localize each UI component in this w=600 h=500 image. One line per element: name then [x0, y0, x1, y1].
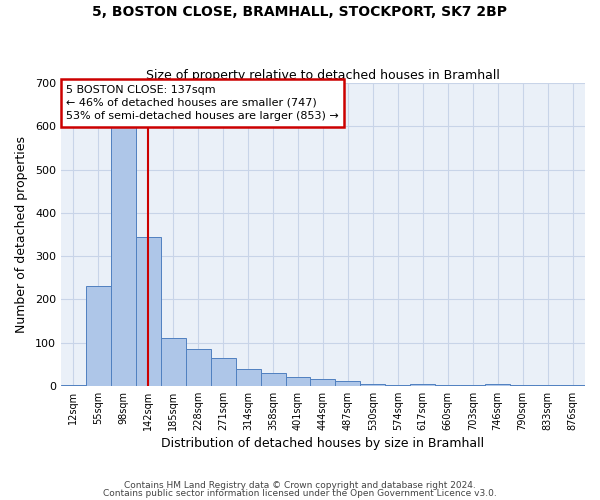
Bar: [286, 377, 310, 386]
Y-axis label: Number of detached properties: Number of detached properties: [15, 136, 28, 333]
Bar: [410, 384, 435, 386]
Bar: [61, 384, 86, 386]
Bar: [361, 384, 385, 386]
Bar: [211, 358, 236, 386]
Bar: [136, 236, 161, 386]
Bar: [260, 373, 286, 386]
Bar: [310, 380, 335, 386]
Bar: [161, 338, 186, 386]
Text: Contains public sector information licensed under the Open Government Licence v3: Contains public sector information licen…: [103, 488, 497, 498]
X-axis label: Distribution of detached houses by size in Bramhall: Distribution of detached houses by size …: [161, 437, 485, 450]
Bar: [86, 286, 111, 386]
Text: 5 BOSTON CLOSE: 137sqm
← 46% of detached houses are smaller (747)
53% of semi-de: 5 BOSTON CLOSE: 137sqm ← 46% of detached…: [66, 84, 339, 121]
Title: Size of property relative to detached houses in Bramhall: Size of property relative to detached ho…: [146, 69, 500, 82]
Bar: [236, 368, 260, 386]
Text: Contains HM Land Registry data © Crown copyright and database right 2024.: Contains HM Land Registry data © Crown c…: [124, 481, 476, 490]
Bar: [335, 382, 361, 386]
Bar: [111, 109, 136, 386]
Bar: [485, 384, 510, 386]
Text: 5, BOSTON CLOSE, BRAMHALL, STOCKPORT, SK7 2BP: 5, BOSTON CLOSE, BRAMHALL, STOCKPORT, SK…: [92, 5, 508, 19]
Bar: [186, 349, 211, 386]
